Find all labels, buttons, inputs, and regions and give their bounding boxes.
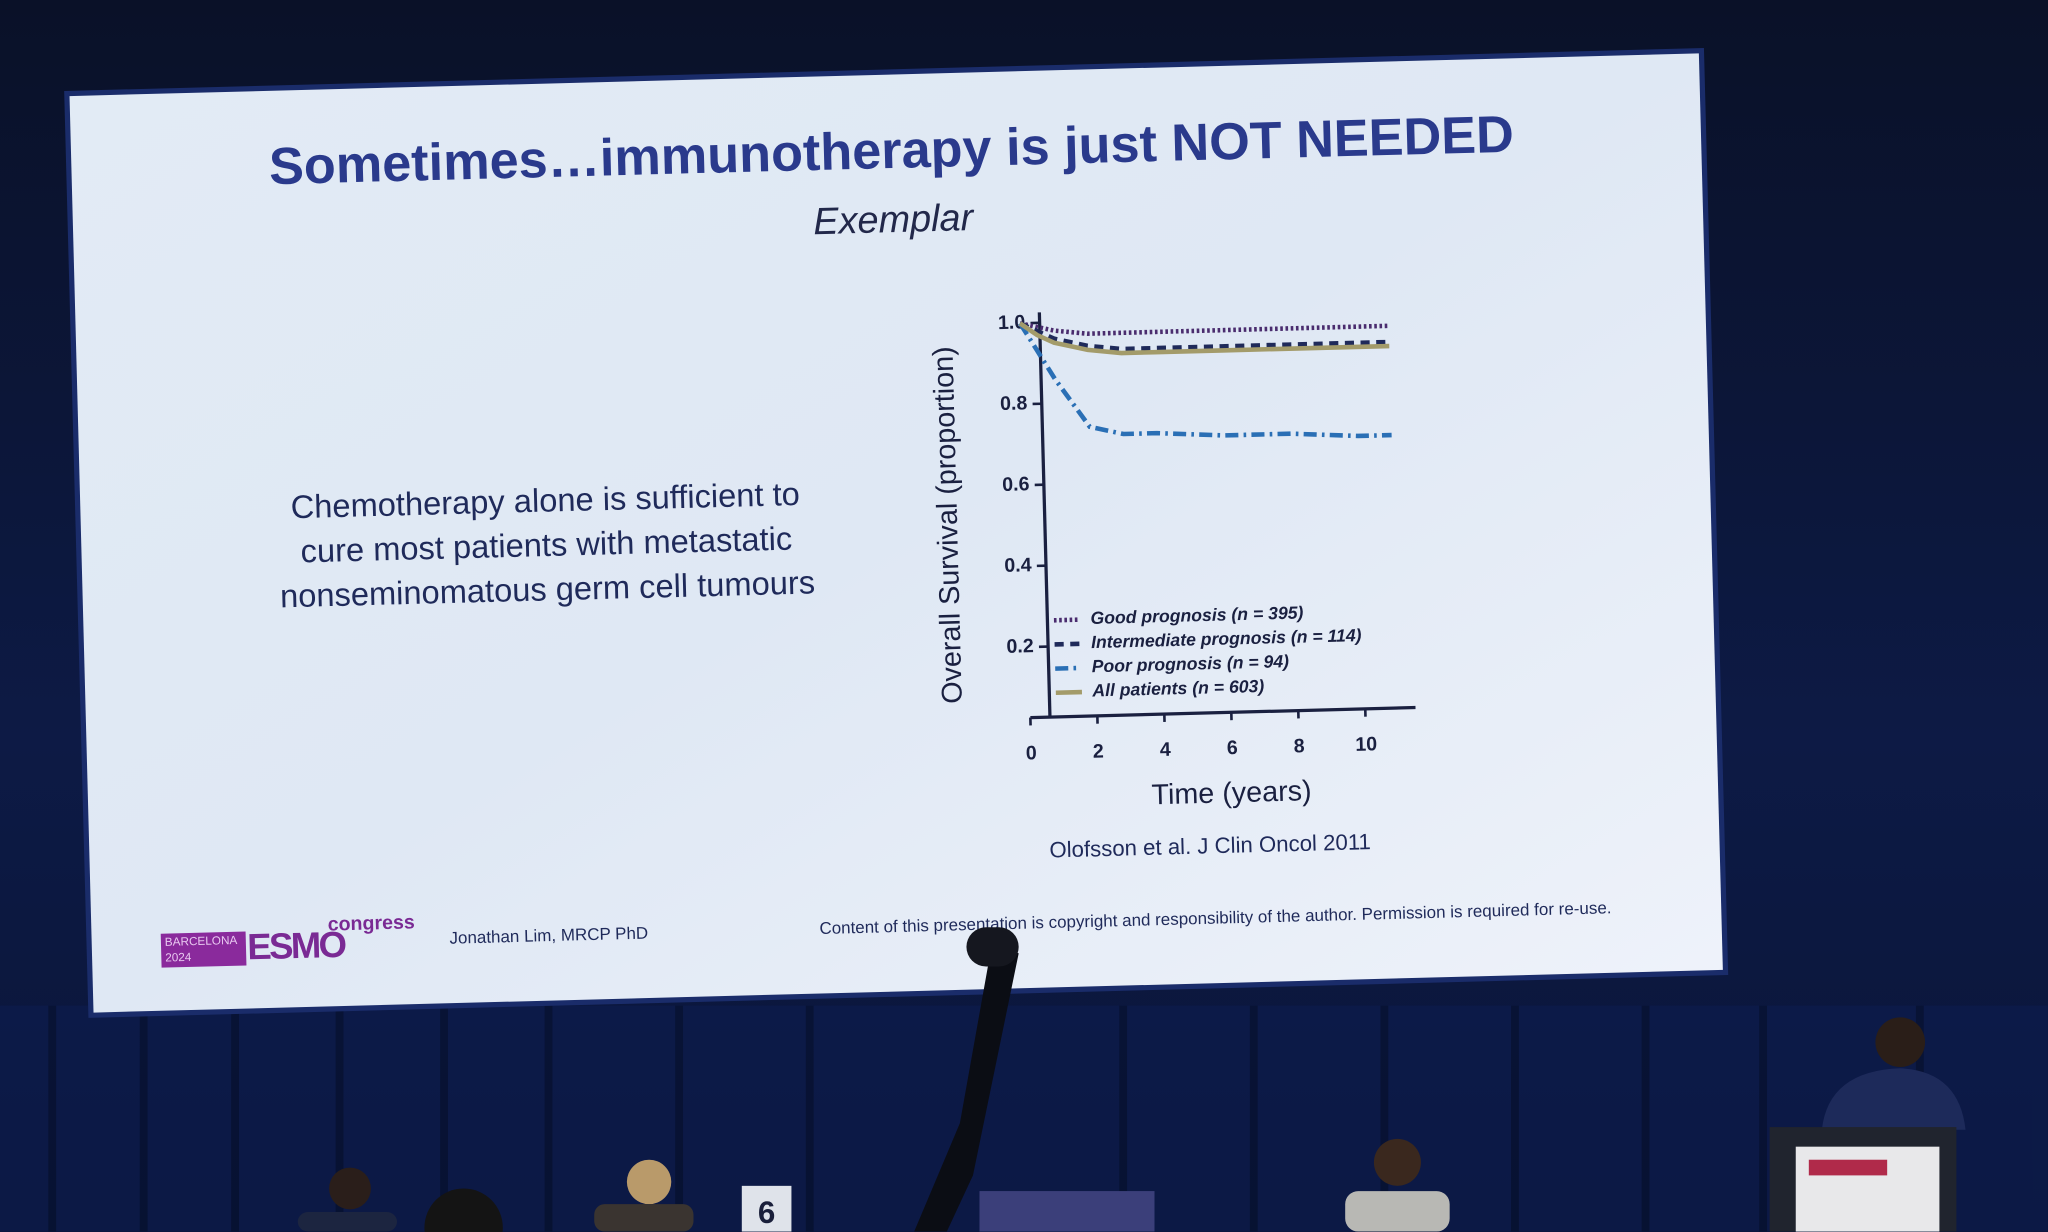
- y-axis: [1037, 312, 1052, 718]
- logo-city: BARCELONA: [165, 934, 238, 949]
- y-tick-label: 1.0: [998, 311, 1026, 334]
- series-line: [1018, 322, 1392, 439]
- person: [626, 1159, 672, 1205]
- person: [329, 1167, 371, 1210]
- screen-stand: [979, 1191, 1155, 1232]
- x-tick-label: 6: [1227, 737, 1239, 759]
- x-tick-label: 8: [1293, 735, 1305, 757]
- y-tick-label: 0.4: [1004, 554, 1032, 577]
- y-tick-label: 0.6: [1002, 473, 1030, 496]
- microphone: [914, 940, 1019, 1232]
- legend-swatch: [1054, 641, 1081, 647]
- logo-event: congress: [327, 911, 415, 935]
- person: [594, 1204, 694, 1232]
- x-tick-label: 0: [1026, 742, 1038, 764]
- series-line: [1019, 321, 1389, 336]
- logo-brand: ESMO: [247, 924, 346, 968]
- placard-number: 6: [758, 1195, 775, 1230]
- audience-head: [424, 1188, 503, 1232]
- podium-sign: [1795, 1146, 1940, 1232]
- y-tick-label: 0.8: [1000, 392, 1028, 415]
- logo-year: 2024: [165, 951, 192, 965]
- legend-swatch: [1055, 665, 1082, 671]
- stage: 6: [297, 927, 1966, 1232]
- x-axis: [1030, 705, 1416, 720]
- x-tick-label: 2: [1093, 740, 1105, 762]
- placard: [741, 1185, 792, 1232]
- person: [297, 1211, 398, 1232]
- speaker: [1821, 1068, 1966, 1130]
- legend-label: All patients (n = 603): [1091, 676, 1264, 701]
- slide-subtitle: Exemplar: [813, 197, 975, 243]
- x-axis-label: Time (years): [1151, 775, 1312, 811]
- logo-box: [160, 931, 247, 968]
- person: [1373, 1138, 1421, 1186]
- slide: [69, 53, 1723, 1013]
- legend-swatch: [1053, 617, 1081, 623]
- legend-swatch: [1055, 689, 1083, 696]
- x-tick-label: 10: [1355, 733, 1377, 756]
- podium-logo: [1808, 1159, 1888, 1176]
- microphone-head: [966, 927, 1019, 967]
- x-tick-label: 4: [1160, 739, 1172, 761]
- y-tick-label: 0.2: [1006, 635, 1034, 658]
- speaker: [1875, 1017, 1926, 1068]
- logo: BARCELONA 2024 ESMO congress: [160, 911, 415, 968]
- series-line: [1018, 321, 1390, 356]
- person: [1345, 1191, 1450, 1232]
